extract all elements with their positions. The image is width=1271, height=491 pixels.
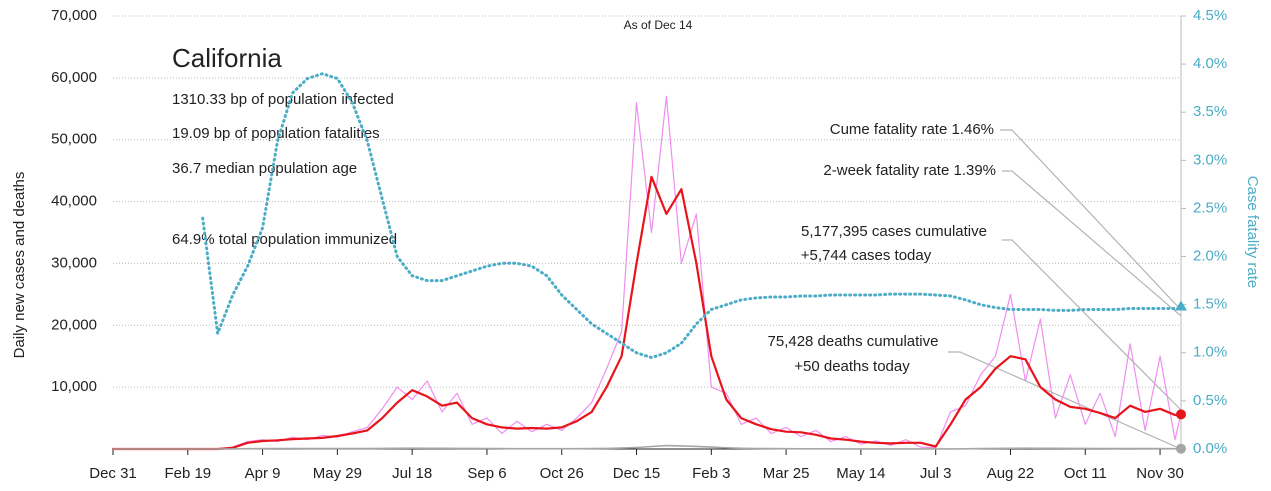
x-tick-label: Dec 31 <box>89 465 137 482</box>
x-tick-label: May 29 <box>313 465 362 482</box>
y-tick-label: 50,000 <box>51 131 97 148</box>
y-tick-label: 60,000 <box>51 69 97 86</box>
annotation: 2-week fatality rate 1.39% <box>823 162 996 179</box>
stat: 19.09 bp of population fatalities <box>172 125 380 142</box>
end-marker <box>1176 409 1186 420</box>
x-tick-label: Mar 25 <box>763 465 810 482</box>
y2-tick-label: 3.0% <box>1193 151 1227 168</box>
leader-line <box>1002 239 1182 411</box>
y2-tick-label: 3.5% <box>1193 103 1227 120</box>
x-tick-label: May 14 <box>836 465 885 482</box>
annotation: 75,428 deaths cumulative <box>768 333 939 350</box>
y2-tick-label: 2.5% <box>1193 199 1227 216</box>
x-tick-label: Dec 15 <box>613 465 661 482</box>
leader-line <box>1002 170 1182 317</box>
x-tick-label: Aug 22 <box>987 465 1035 482</box>
x-tick-label: Sep 6 <box>467 465 506 482</box>
y-tick-label: 30,000 <box>51 254 97 271</box>
leader-lines <box>948 129 1182 450</box>
x-tick-label: Nov 30 <box>1136 465 1184 482</box>
series-line <box>112 95 1182 450</box>
chart-title: California <box>172 43 282 73</box>
annotation: +50 deaths today <box>794 358 910 375</box>
y2-tick-label: 2.0% <box>1193 248 1227 265</box>
x-tick-label: Jul 18 <box>392 465 432 482</box>
leader-line <box>948 351 1182 450</box>
y2-tick-label: 1.0% <box>1193 344 1227 361</box>
x-tick-label: Oct 26 <box>540 465 584 482</box>
y-tick-label: 20,000 <box>51 316 97 333</box>
series-line <box>201 72 1183 360</box>
y2-axis-label: Case fatality rate <box>1244 176 1261 289</box>
y-tick-label: 70,000 <box>51 7 97 24</box>
x-tick-label: Feb 3 <box>692 465 730 482</box>
x-tick-label: Jul 3 <box>920 465 952 482</box>
leader-line <box>1000 129 1182 311</box>
subtitle: As of Dec 14 <box>624 18 693 32</box>
y2-tick-label: 0.0% <box>1193 440 1227 457</box>
series-line <box>111 175 1183 451</box>
stat: 36.7 median population age <box>172 160 357 177</box>
series-line <box>112 444 1182 450</box>
y-tick-label: 40,000 <box>51 193 97 210</box>
annotation: Cume fatality rate 1.46% <box>830 121 994 138</box>
x-tick-label: Feb 19 <box>164 465 211 482</box>
end-marker <box>1175 300 1187 311</box>
y2-tick-label: 1.5% <box>1193 296 1227 313</box>
y2-tick-label: 4.0% <box>1193 55 1227 72</box>
x-tick-label: Apr 9 <box>245 465 281 482</box>
y2-tick-label: 4.5% <box>1193 7 1227 24</box>
stat: 64.9% total population immunized <box>172 231 397 248</box>
y-axis-label: Daily new cases and deaths <box>11 172 28 359</box>
y-tick-label: 10,000 <box>51 378 97 395</box>
annotation: 5,177,395 cases cumulative <box>801 223 987 240</box>
annotation: +5,744 cases today <box>801 247 932 264</box>
y2-tick-label: 0.5% <box>1193 392 1227 409</box>
stat: 1310.33 bp of population infected <box>172 91 394 108</box>
end-marker <box>1176 443 1186 454</box>
x-tick-label: Oct 11 <box>1064 465 1107 482</box>
